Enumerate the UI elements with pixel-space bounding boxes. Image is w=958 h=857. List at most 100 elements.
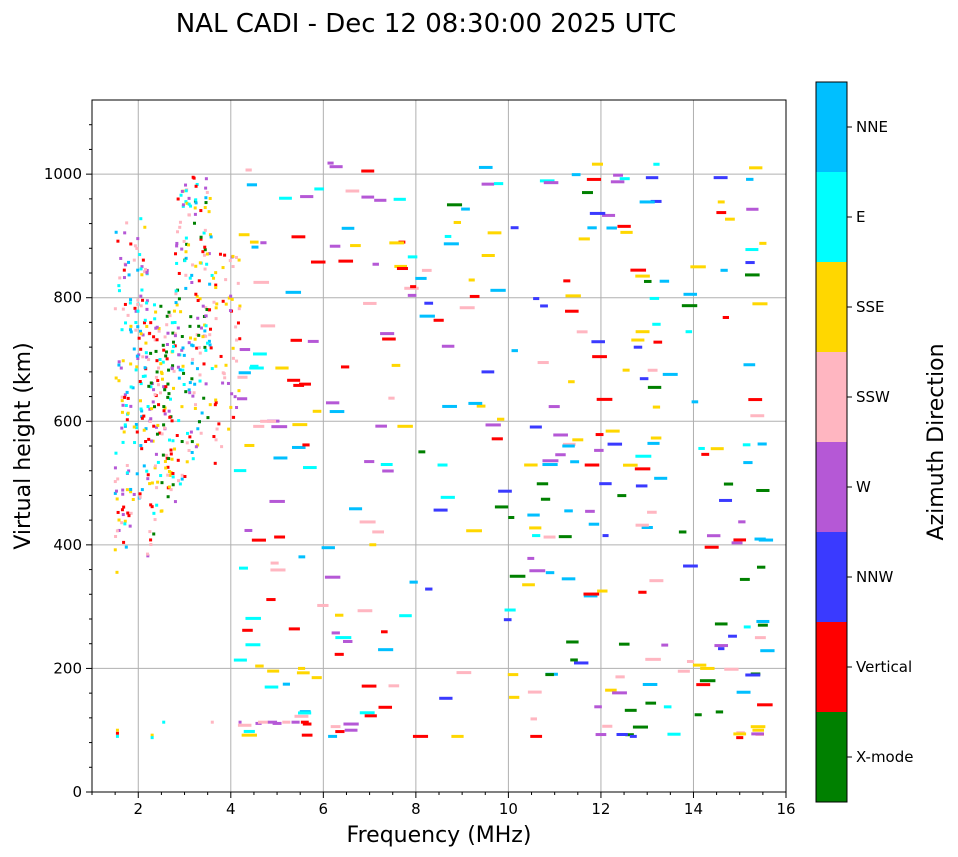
echo-mark [638,590,647,594]
echo-mark [121,440,125,444]
echo-mark [202,396,206,400]
echo-mark [185,431,189,435]
echo-mark [220,445,224,449]
echo-mark [237,307,241,311]
echo-mark [617,224,631,228]
echo-mark [524,463,538,467]
echo-mark [127,260,131,264]
echo-mark [169,397,173,401]
echo-mark [180,335,184,339]
echo-mark [605,429,620,433]
echo-mark [231,265,235,269]
echo-mark [173,500,177,504]
echo-mark [618,642,630,646]
echo-mark [167,392,171,396]
echo-mark [171,483,175,487]
echo-mark [212,300,216,304]
echo-mark [425,587,433,591]
echo-mark [338,259,354,263]
echo-mark [389,241,405,245]
echo-mark [136,325,140,329]
echo-mark [334,613,344,617]
echo-mark [404,286,419,290]
echo-mark [190,377,194,381]
echo-mark [459,306,475,310]
echo-mark [232,415,236,419]
echo-mark [206,341,210,345]
echo-mark [317,603,329,607]
echo-mark [154,375,158,379]
echo-mark [188,435,192,439]
echo-mark [136,298,140,302]
echo-mark [159,474,163,478]
echo-mark [196,299,200,303]
echo-mark [334,652,344,656]
echo-mark [633,345,643,349]
echo-mark [667,732,681,736]
echo-mark [148,482,152,486]
echo-mark [175,434,179,438]
echo-mark [205,308,209,312]
echo-mark [733,732,747,736]
echo-mark [558,535,572,539]
echo-mark [172,386,176,390]
echo-mark [442,404,457,408]
echo-mark [291,720,300,724]
echo-mark [235,338,239,342]
echo-mark [270,561,279,565]
echo-mark [441,344,455,348]
echo-mark [114,451,118,455]
echo-mark [612,691,627,695]
echo-mark [120,508,124,512]
echo-mark [137,336,141,340]
echo-mark [199,431,203,435]
echo-mark [135,426,139,430]
echo-mark [380,332,395,336]
echo-mark [191,344,195,348]
echo-mark [134,368,138,372]
echo-mark [296,671,310,675]
echo-mark [754,537,766,541]
echo-mark [527,690,542,694]
echo-mark [202,253,206,257]
echo-mark [155,370,159,374]
echo-mark [187,202,191,206]
echo-mark [133,244,137,248]
echo-mark [175,244,179,248]
echo-mark [196,443,200,447]
echo-mark [731,541,743,545]
echo-mark [129,298,133,302]
echo-mark [243,729,255,733]
echo-mark [568,380,575,384]
echo-mark [180,477,184,481]
echo-mark [163,459,167,463]
echo-mark [647,368,658,372]
echo-mark [180,348,184,352]
echo-mark [147,437,151,441]
echo-mark [143,366,147,370]
echo-mark [562,442,576,446]
echo-mark [364,714,377,718]
echo-mark [635,274,650,278]
echo-mark [249,240,259,244]
echo-mark [152,511,156,515]
echo-mark [203,345,207,349]
echo-mark [704,545,719,549]
echo-mark [139,267,143,271]
echo-mark [421,268,432,272]
echo-mark [167,368,171,372]
echo-mark [201,304,205,308]
echo-mark [725,217,735,221]
echo-mark [171,340,175,344]
echo-mark [195,333,199,337]
echo-mark [138,379,142,383]
echo-mark [685,330,693,334]
echo-mark [701,452,710,456]
echo-mark [117,528,121,532]
echo-mark [507,673,519,677]
echo-mark [745,248,759,252]
echo-mark [497,417,505,421]
echo-mark [122,540,126,544]
echo-mark [136,268,140,272]
